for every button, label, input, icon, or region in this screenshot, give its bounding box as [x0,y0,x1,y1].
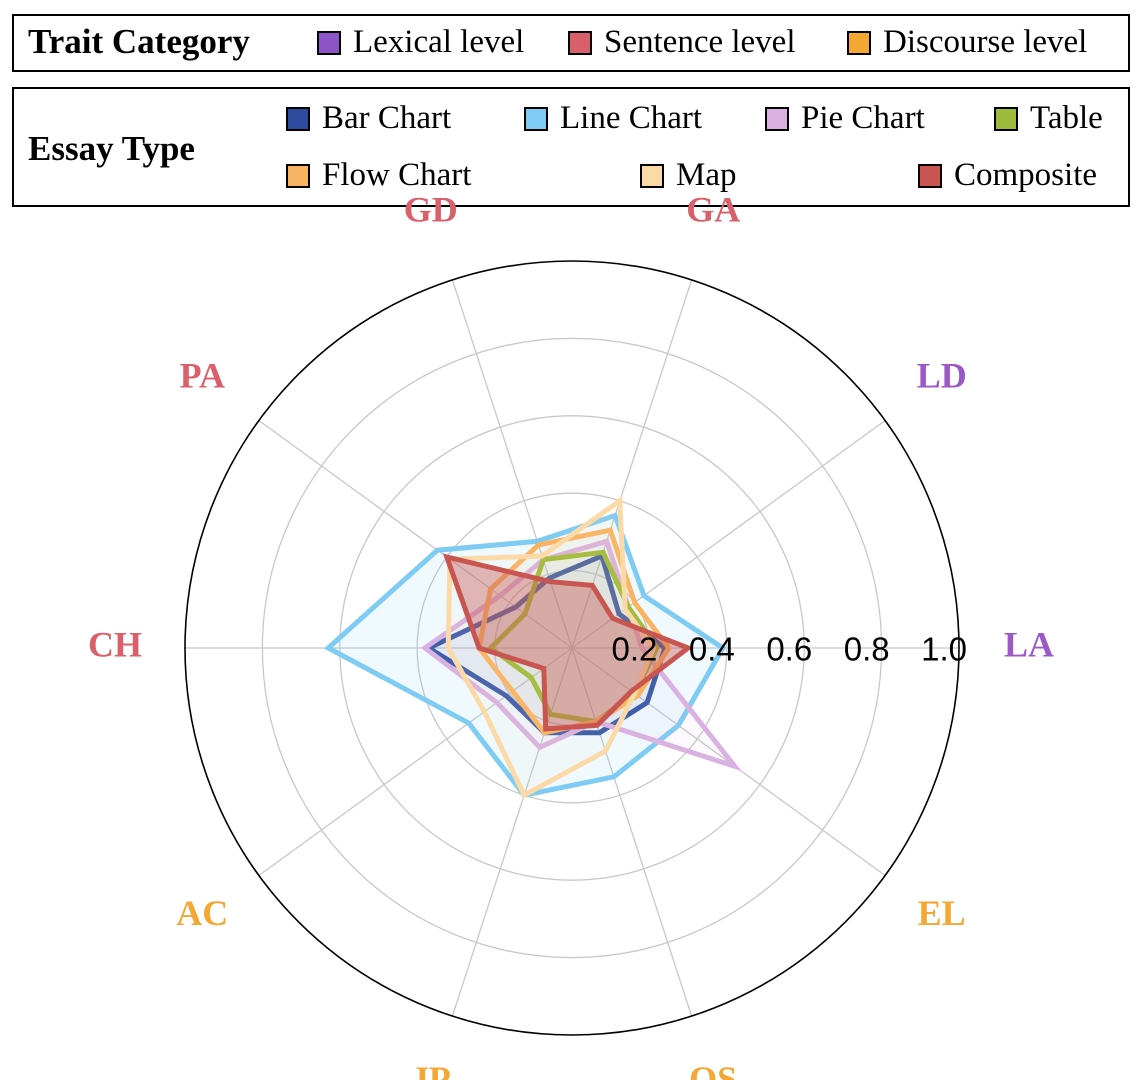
tick-label-0-6: 0.6 [766,631,812,668]
trait-legend-label-lexical: Lexical level [353,24,525,60]
essay-legend-item-bar-chart: Bar Chart [286,100,451,137]
radial-ticks: 0.2 0.4 0.6 0.8 1.0 [612,631,967,668]
trait-legend-item-discourse: Discourse level [847,24,1087,61]
trait-swatch-discourse [847,30,871,55]
axis-label-la: LA [1004,624,1054,664]
trait-swatch-lexical [317,30,341,55]
essay-legend-label-composite: Composite [954,157,1098,193]
essay-legend-item-flow-chart: Flow Chart [286,157,471,194]
axis-label-ch: CH [88,624,142,664]
trait-legend-item-sentence: Sentence level [568,24,796,61]
essay-swatch-table [994,106,1018,131]
essay-legend-item-line-chart: Line Chart [524,100,702,137]
outer-ring [184,260,960,1036]
essay-swatch-map [640,163,664,188]
essay-swatch-line-chart [524,106,548,131]
axis-label-ld: LD [917,356,967,396]
essay-swatch-composite [918,163,942,188]
radar-series [323,496,742,799]
trait-legend-item-lexical: Lexical level [317,24,524,61]
axis-label-ac: AC [176,893,228,933]
essay-legend-label-bar-chart: Bar Chart [322,100,452,136]
essay-legend-item-composite: Composite [918,157,1097,194]
series-composite [442,553,694,732]
essay-swatch-bar-chart [286,106,310,131]
essay-legend-label-line-chart: Line Chart [560,100,703,136]
grid-spoke-pa [258,420,573,649]
axis-label-os: OS [689,1059,737,1080]
trait-legend-label-discourse: Discourse level [883,24,1088,60]
trait-legend-title: Trait Category [28,22,250,61]
tick-label-1-0: 1.0 [921,631,967,668]
essay-type-legend: Essay Type Bar Chart Line Chart Pie Char… [12,87,1130,207]
axis-label-gd: GD [404,190,458,230]
essay-legend-label-pie-chart: Pie Chart [801,100,925,136]
essay-legend-title: Essay Type [28,129,195,168]
series-pie-chart [420,538,742,772]
essay-legend-item-table: Table [994,100,1103,137]
grid-spoke-os [571,647,693,1017]
axis-label-el: EL [918,893,966,933]
tick-label-0-4: 0.4 [689,631,735,668]
essay-legend-label-table: Table [1030,100,1103,136]
grid-spoke-jp [451,647,573,1017]
essay-swatch-flow-chart [286,163,310,188]
essay-legend-item-map: Map [640,157,737,194]
axis-label-jp: JP [411,1059,451,1080]
essay-swatch-pie-chart [765,106,789,131]
grid-spoke-gd [451,279,573,649]
trait-swatch-sentence [568,30,592,55]
axis-label-pa: PA [180,356,225,396]
essay-legend-label-map: Map [676,157,737,193]
essay-legend-label-flow-chart: Flow Chart [322,157,472,193]
trait-category-legend: Trait Category Lexical level Sentence le… [12,14,1130,72]
essay-legend-item-pie-chart: Pie Chart [765,100,925,137]
tick-label-0-8: 0.8 [844,631,890,668]
axis-labels: LA LD GA GD PA CH AC JP OS EL [88,190,1054,1080]
trait-legend-label-sentence: Sentence level [604,24,796,60]
grid-spoke-ac [258,647,573,876]
axis-label-ga: GA [686,190,740,230]
tick-label-0-2: 0.2 [612,631,658,668]
